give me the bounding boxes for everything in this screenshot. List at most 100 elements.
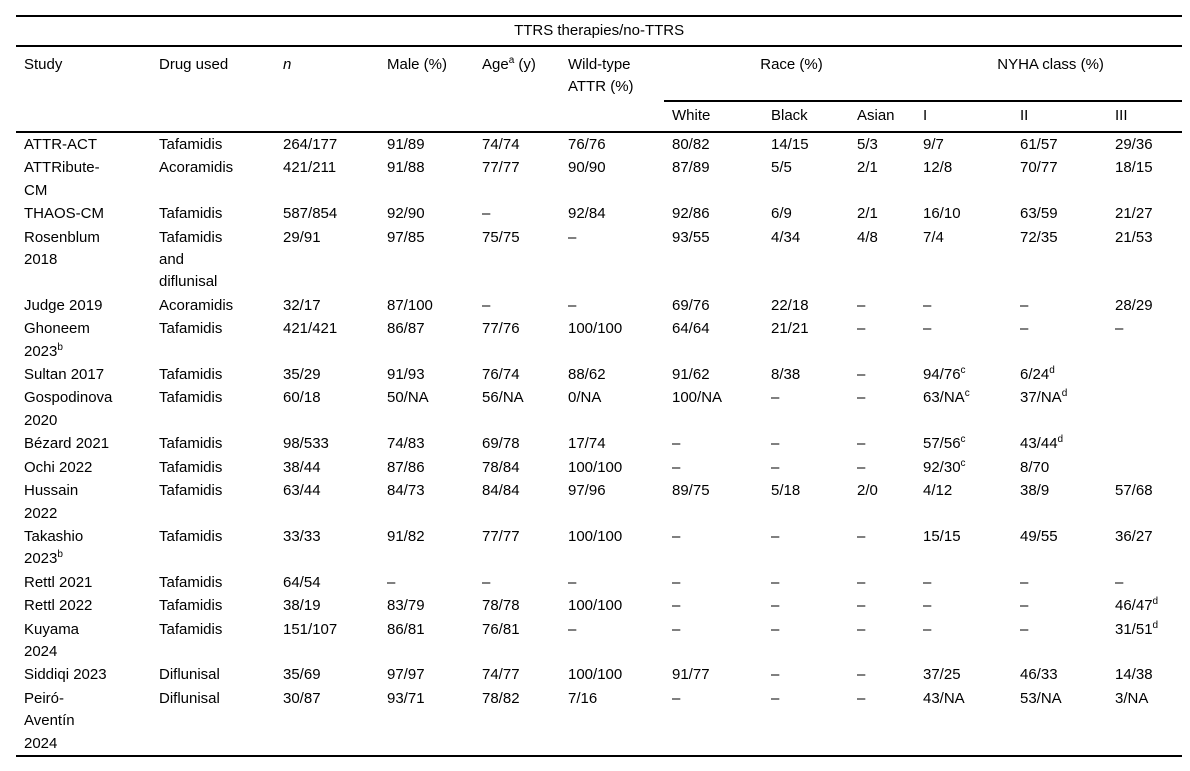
cell-race-black: 8/38 xyxy=(771,366,801,384)
table-row: ATTR-ACT Tafamidis 264/177 91/89 74/74 76/76 8… xyxy=(16,132,1182,156)
cell-drug: Tafamidis xyxy=(159,482,223,500)
cell-study: Judge 2019 xyxy=(24,296,103,314)
cell-wildtype: – xyxy=(568,573,577,591)
cell-nyha-iii: – xyxy=(1115,573,1124,591)
cell-nyha-iii: 36/27 xyxy=(1115,527,1153,545)
cell-nyha-i: 7/4 xyxy=(923,228,944,246)
cell-nyha-i: 9/7 xyxy=(923,136,944,153)
table-row: Hussain 2022 Tafamidis 63/44 84/73 84/84 97/96… xyxy=(16,479,1182,525)
cell-n: 29/91 xyxy=(283,228,321,246)
group-header-race: Race (%) xyxy=(664,46,915,102)
cell-study: Bézard 2021 xyxy=(24,435,110,453)
cell-nyha-ii: – xyxy=(1020,620,1029,638)
cell-race-black: 22/18 xyxy=(771,296,809,314)
table-row: Judge 2019 Acoramidis 32/17 87/100 – – 69/76 22… xyxy=(16,294,1182,317)
cell-nyha-ii: 63/59 xyxy=(1020,205,1058,223)
sub-col-header-white: White xyxy=(664,101,763,133)
sub-col-header-nyha-iii: III xyxy=(1107,101,1183,133)
cell-race-white: 91/77 xyxy=(672,666,710,684)
cell-drug: Tafamidis xyxy=(159,205,223,223)
cell-wildtype: 100/100 xyxy=(568,597,623,615)
cell-wildtype: – xyxy=(568,620,577,638)
cell-nyha-ii: 70/77 xyxy=(1020,159,1058,177)
cell-drug: Diflunisal xyxy=(159,689,220,707)
cell-age: 56/NA xyxy=(482,389,524,407)
cell-drug: Acoramidis xyxy=(159,296,234,314)
table-row: THAOS-CM Tafamidis 587/854 92/90 – 92/84 92/86… xyxy=(16,202,1182,225)
cell-race-asian: 2/0 xyxy=(857,482,878,500)
cell-male: 91/88 xyxy=(387,159,425,177)
cell-male: – xyxy=(387,573,396,591)
cell-age: 77/77 xyxy=(482,159,520,177)
cell-wildtype: 0/NA xyxy=(568,389,602,407)
cell-race-white: 87/89 xyxy=(672,159,710,177)
cell-study: THAOS-CM xyxy=(24,205,104,223)
cell-age: – xyxy=(482,296,491,314)
cell-study: Takashio 2023b xyxy=(24,527,84,568)
table-row: Ochi 2022 Tafamidis 38/44 87/86 78/84 100/100… xyxy=(16,456,1182,479)
cell-nyha-iii: 21/53 xyxy=(1115,228,1153,246)
cell-n: 264/177 xyxy=(283,136,338,153)
cell-race-white: – xyxy=(672,597,681,615)
col-header-age: Agea (y) xyxy=(474,46,560,133)
cell-nyha-iii: 3/NA xyxy=(1115,689,1149,707)
cell-male: 86/87 xyxy=(387,320,425,338)
cell-race-asian: – xyxy=(857,458,866,476)
cell-study: Siddiqi 2023 xyxy=(24,666,107,684)
cell-drug: Tafamidis xyxy=(159,366,223,384)
cell-male: 86/81 xyxy=(387,620,425,638)
cell-nyha-iii: 29/36 xyxy=(1115,136,1153,153)
cell-nyha-iii xyxy=(1107,363,1182,386)
cell-nyha-i: 63/NAc xyxy=(923,388,970,407)
cell-n: 151/107 xyxy=(283,620,338,638)
cell-wildtype: 17/74 xyxy=(568,435,606,453)
cell-n: 60/18 xyxy=(283,389,321,407)
cell-nyha-ii: 6/24d xyxy=(1020,365,1055,384)
cell-study: Ochi 2022 xyxy=(24,458,93,476)
cell-nyha-i: 92/30c xyxy=(923,457,966,476)
cell-nyha-i: – xyxy=(923,573,932,591)
cell-nyha-ii: 37/NAd xyxy=(1020,388,1068,407)
cell-race-white: – xyxy=(672,689,681,707)
cell-race-black: – xyxy=(771,620,780,638)
cell-study: Rosenblum 2018 xyxy=(24,228,100,269)
page: { "table": { "title": "TTRS therapies/no… xyxy=(0,15,1190,771)
cell-study: Rettl 2021 xyxy=(24,573,93,591)
cell-wildtype: 76/76 xyxy=(568,136,606,153)
cell-n: 35/69 xyxy=(283,666,321,684)
table-title: TTRS therapies/no-TTRS xyxy=(16,16,1183,47)
table-row: Rettl 2022 Tafamidis 38/19 83/79 78/78 100/10… xyxy=(16,594,1182,617)
cell-study: Peiró- Aventín 2024 xyxy=(24,689,75,752)
cell-n: 64/54 xyxy=(283,573,321,591)
cell-nyha-iii xyxy=(1107,456,1182,479)
cell-wildtype: – xyxy=(568,228,577,246)
table-body: ATTR-ACT Tafamidis 264/177 91/89 74/74 76/76 8… xyxy=(16,132,1182,756)
cell-wildtype: 7/16 xyxy=(568,689,598,707)
cell-race-white: 80/82 xyxy=(672,136,710,153)
cell-nyha-iii: 31/51d xyxy=(1115,619,1159,638)
cell-study: Kuyama 2024 xyxy=(24,620,80,660)
cell-nyha-iii: 46/47d xyxy=(1115,596,1159,615)
table-row: Ghoneem 2023b Tafamidis 421/421 86/87 77/76 10… xyxy=(16,317,1182,363)
column-header-row: Study Drug used n Male (%) Agea (y) Wild… xyxy=(16,46,1183,133)
cell-race-black: – xyxy=(771,666,780,684)
cell-male: 74/83 xyxy=(387,435,425,453)
cell-male: 92/90 xyxy=(387,205,425,223)
cell-male: 93/71 xyxy=(387,689,425,707)
cell-wildtype: 100/100 xyxy=(568,527,623,545)
sub-col-header-black: Black xyxy=(763,101,849,133)
cell-nyha-i: 43/NA xyxy=(923,689,965,707)
cell-age: 74/77 xyxy=(482,666,520,684)
cell-study: Hussain 2022 xyxy=(24,482,79,522)
cell-drug: Tafamidis xyxy=(159,620,223,638)
cell-male: 91/82 xyxy=(387,527,425,545)
cell-male: 97/97 xyxy=(387,666,425,684)
cell-age: 78/84 xyxy=(482,458,520,476)
cell-n: 98/533 xyxy=(283,435,329,453)
cell-wildtype: 100/100 xyxy=(568,458,623,476)
cell-n: 63/44 xyxy=(283,482,321,500)
cell-race-black: 4/34 xyxy=(771,228,801,246)
cell-nyha-iii: 21/27 xyxy=(1115,205,1153,223)
cell-race-white: – xyxy=(672,573,681,591)
cell-drug: Tafamidis xyxy=(159,573,223,591)
